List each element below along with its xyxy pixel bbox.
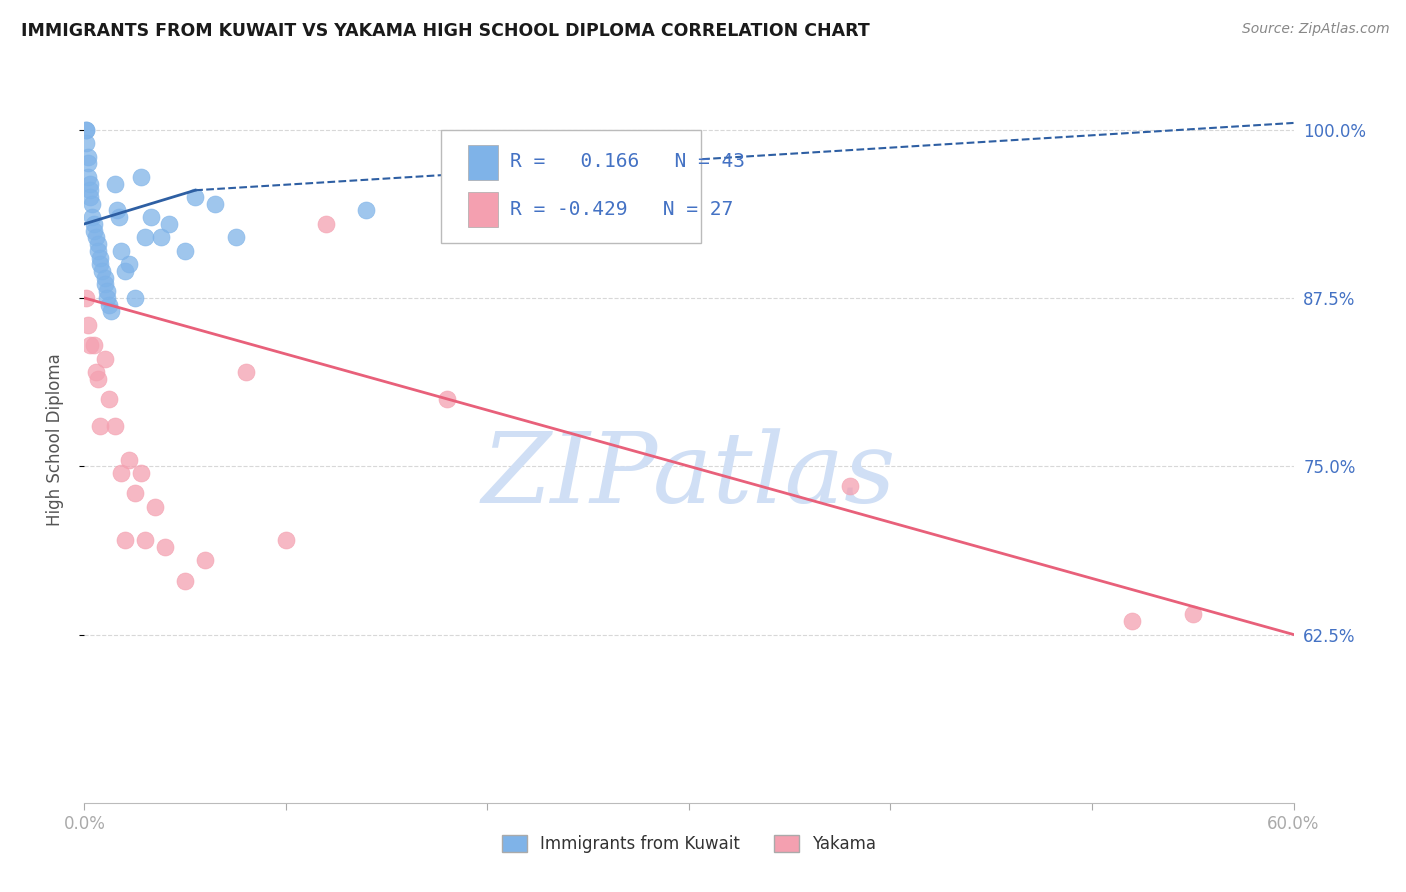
Point [174, 574, 197, 588]
Point [75, 291, 97, 305]
Point [83, 338, 105, 352]
Point [104, 418, 127, 433]
Point [118, 452, 141, 467]
Point [96, 291, 118, 305]
Point [93, 351, 115, 366]
FancyBboxPatch shape [468, 192, 498, 227]
Point [79, 183, 101, 197]
FancyBboxPatch shape [441, 130, 702, 243]
Point [436, 392, 458, 406]
Point [87, 244, 110, 258]
Point [75, 122, 97, 136]
Point [839, 479, 862, 493]
Point [129, 466, 152, 480]
Point [356, 203, 378, 218]
Point [93, 270, 115, 285]
Point [82, 196, 104, 211]
Text: IMMIGRANTS FROM KUWAIT VS YAKAMA HIGH SCHOOL DIPLOMA CORRELATION CHART: IMMIGRANTS FROM KUWAIT VS YAKAMA HIGH SC… [21, 22, 870, 40]
Point [235, 365, 257, 379]
Point [87, 372, 110, 386]
Point [79, 338, 101, 352]
Point [79, 190, 101, 204]
Legend: Immigrants from Kuwait, Yakama: Immigrants from Kuwait, Yakama [495, 829, 883, 860]
Point [174, 244, 197, 258]
Point [100, 304, 122, 318]
Text: ZIPatlas: ZIPatlas [482, 428, 896, 524]
Point [124, 486, 146, 500]
Point [114, 264, 136, 278]
Point [86, 365, 108, 379]
Point [77, 169, 100, 184]
Point [477, 224, 499, 238]
Point [124, 291, 146, 305]
Point [89, 257, 111, 271]
Point [86, 230, 108, 244]
Point [110, 244, 132, 258]
Text: R =   0.166   N = 43: R = 0.166 N = 43 [510, 153, 745, 171]
Point [89, 418, 111, 433]
Point [107, 210, 129, 224]
Point [89, 251, 111, 265]
Point [77, 318, 100, 332]
Point [134, 230, 156, 244]
Point [110, 466, 132, 480]
Point [315, 217, 337, 231]
Point [143, 500, 166, 514]
Point [225, 230, 247, 244]
Point [79, 177, 101, 191]
Point [153, 540, 176, 554]
Point [118, 257, 141, 271]
Point [97, 392, 120, 406]
Point [204, 196, 226, 211]
Point [83, 217, 105, 231]
Point [75, 136, 97, 150]
Point [104, 177, 127, 191]
Point [77, 150, 100, 164]
Point [105, 203, 128, 218]
Point [96, 284, 118, 298]
Point [91, 264, 114, 278]
Point [184, 190, 207, 204]
Point [129, 169, 152, 184]
Point [77, 156, 100, 170]
Point [134, 533, 156, 548]
Point [149, 230, 172, 244]
Point [1181, 607, 1204, 622]
Point [83, 224, 105, 238]
Text: Source: ZipAtlas.com: Source: ZipAtlas.com [1241, 22, 1389, 37]
Point [75, 122, 97, 136]
Text: R = -0.429   N = 27: R = -0.429 N = 27 [510, 200, 734, 219]
Point [139, 210, 162, 224]
Point [194, 553, 217, 567]
Point [87, 237, 110, 252]
Y-axis label: High School Diploma: High School Diploma [45, 353, 63, 525]
Point [1121, 614, 1143, 628]
Point [93, 277, 115, 292]
FancyBboxPatch shape [468, 145, 498, 180]
Point [274, 533, 297, 548]
Point [114, 533, 136, 548]
Point [82, 210, 104, 224]
Point [97, 298, 120, 312]
Point [157, 217, 180, 231]
